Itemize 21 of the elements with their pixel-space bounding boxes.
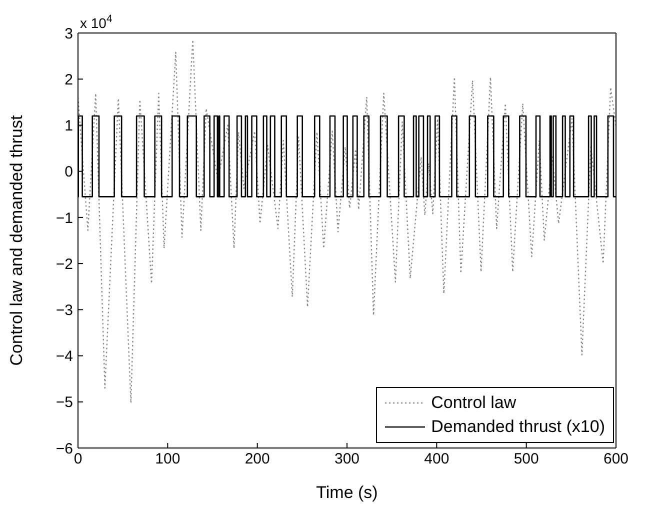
x-tick-label: 500 bbox=[514, 450, 539, 468]
x-tick-label: 100 bbox=[155, 450, 180, 468]
y-tick-label: −2 bbox=[56, 256, 73, 273]
y-tick-label: 0 bbox=[64, 164, 73, 181]
text: x 10$^{4}$ bbox=[80, 13, 112, 31]
x-tick-label: 400 bbox=[424, 450, 450, 468]
y-tick-label: 2 bbox=[64, 71, 73, 88]
y-tick-label: 1 bbox=[64, 118, 73, 135]
x-axis-title: Time (s) bbox=[316, 483, 378, 502]
y-axis-title: Control law and demanded thrust bbox=[7, 115, 26, 366]
x-tick-label: 300 bbox=[334, 450, 360, 468]
y-tick-label: −3 bbox=[56, 302, 73, 319]
x-tick-label: 200 bbox=[244, 450, 270, 468]
legend-label: Demanded thrust (x10) bbox=[431, 416, 605, 438]
y-tick-label: −6 bbox=[56, 440, 73, 458]
y-tick-label: 3 bbox=[64, 25, 73, 42]
y-tick-label: −1 bbox=[56, 210, 73, 227]
y-tick-label: −5 bbox=[56, 394, 73, 412]
legend-label: Control law bbox=[431, 392, 516, 414]
x-tick-label: 600 bbox=[603, 450, 629, 468]
y-tick-label: −4 bbox=[56, 348, 73, 366]
